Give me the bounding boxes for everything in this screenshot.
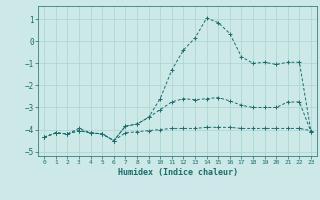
X-axis label: Humidex (Indice chaleur): Humidex (Indice chaleur) [118,168,238,177]
